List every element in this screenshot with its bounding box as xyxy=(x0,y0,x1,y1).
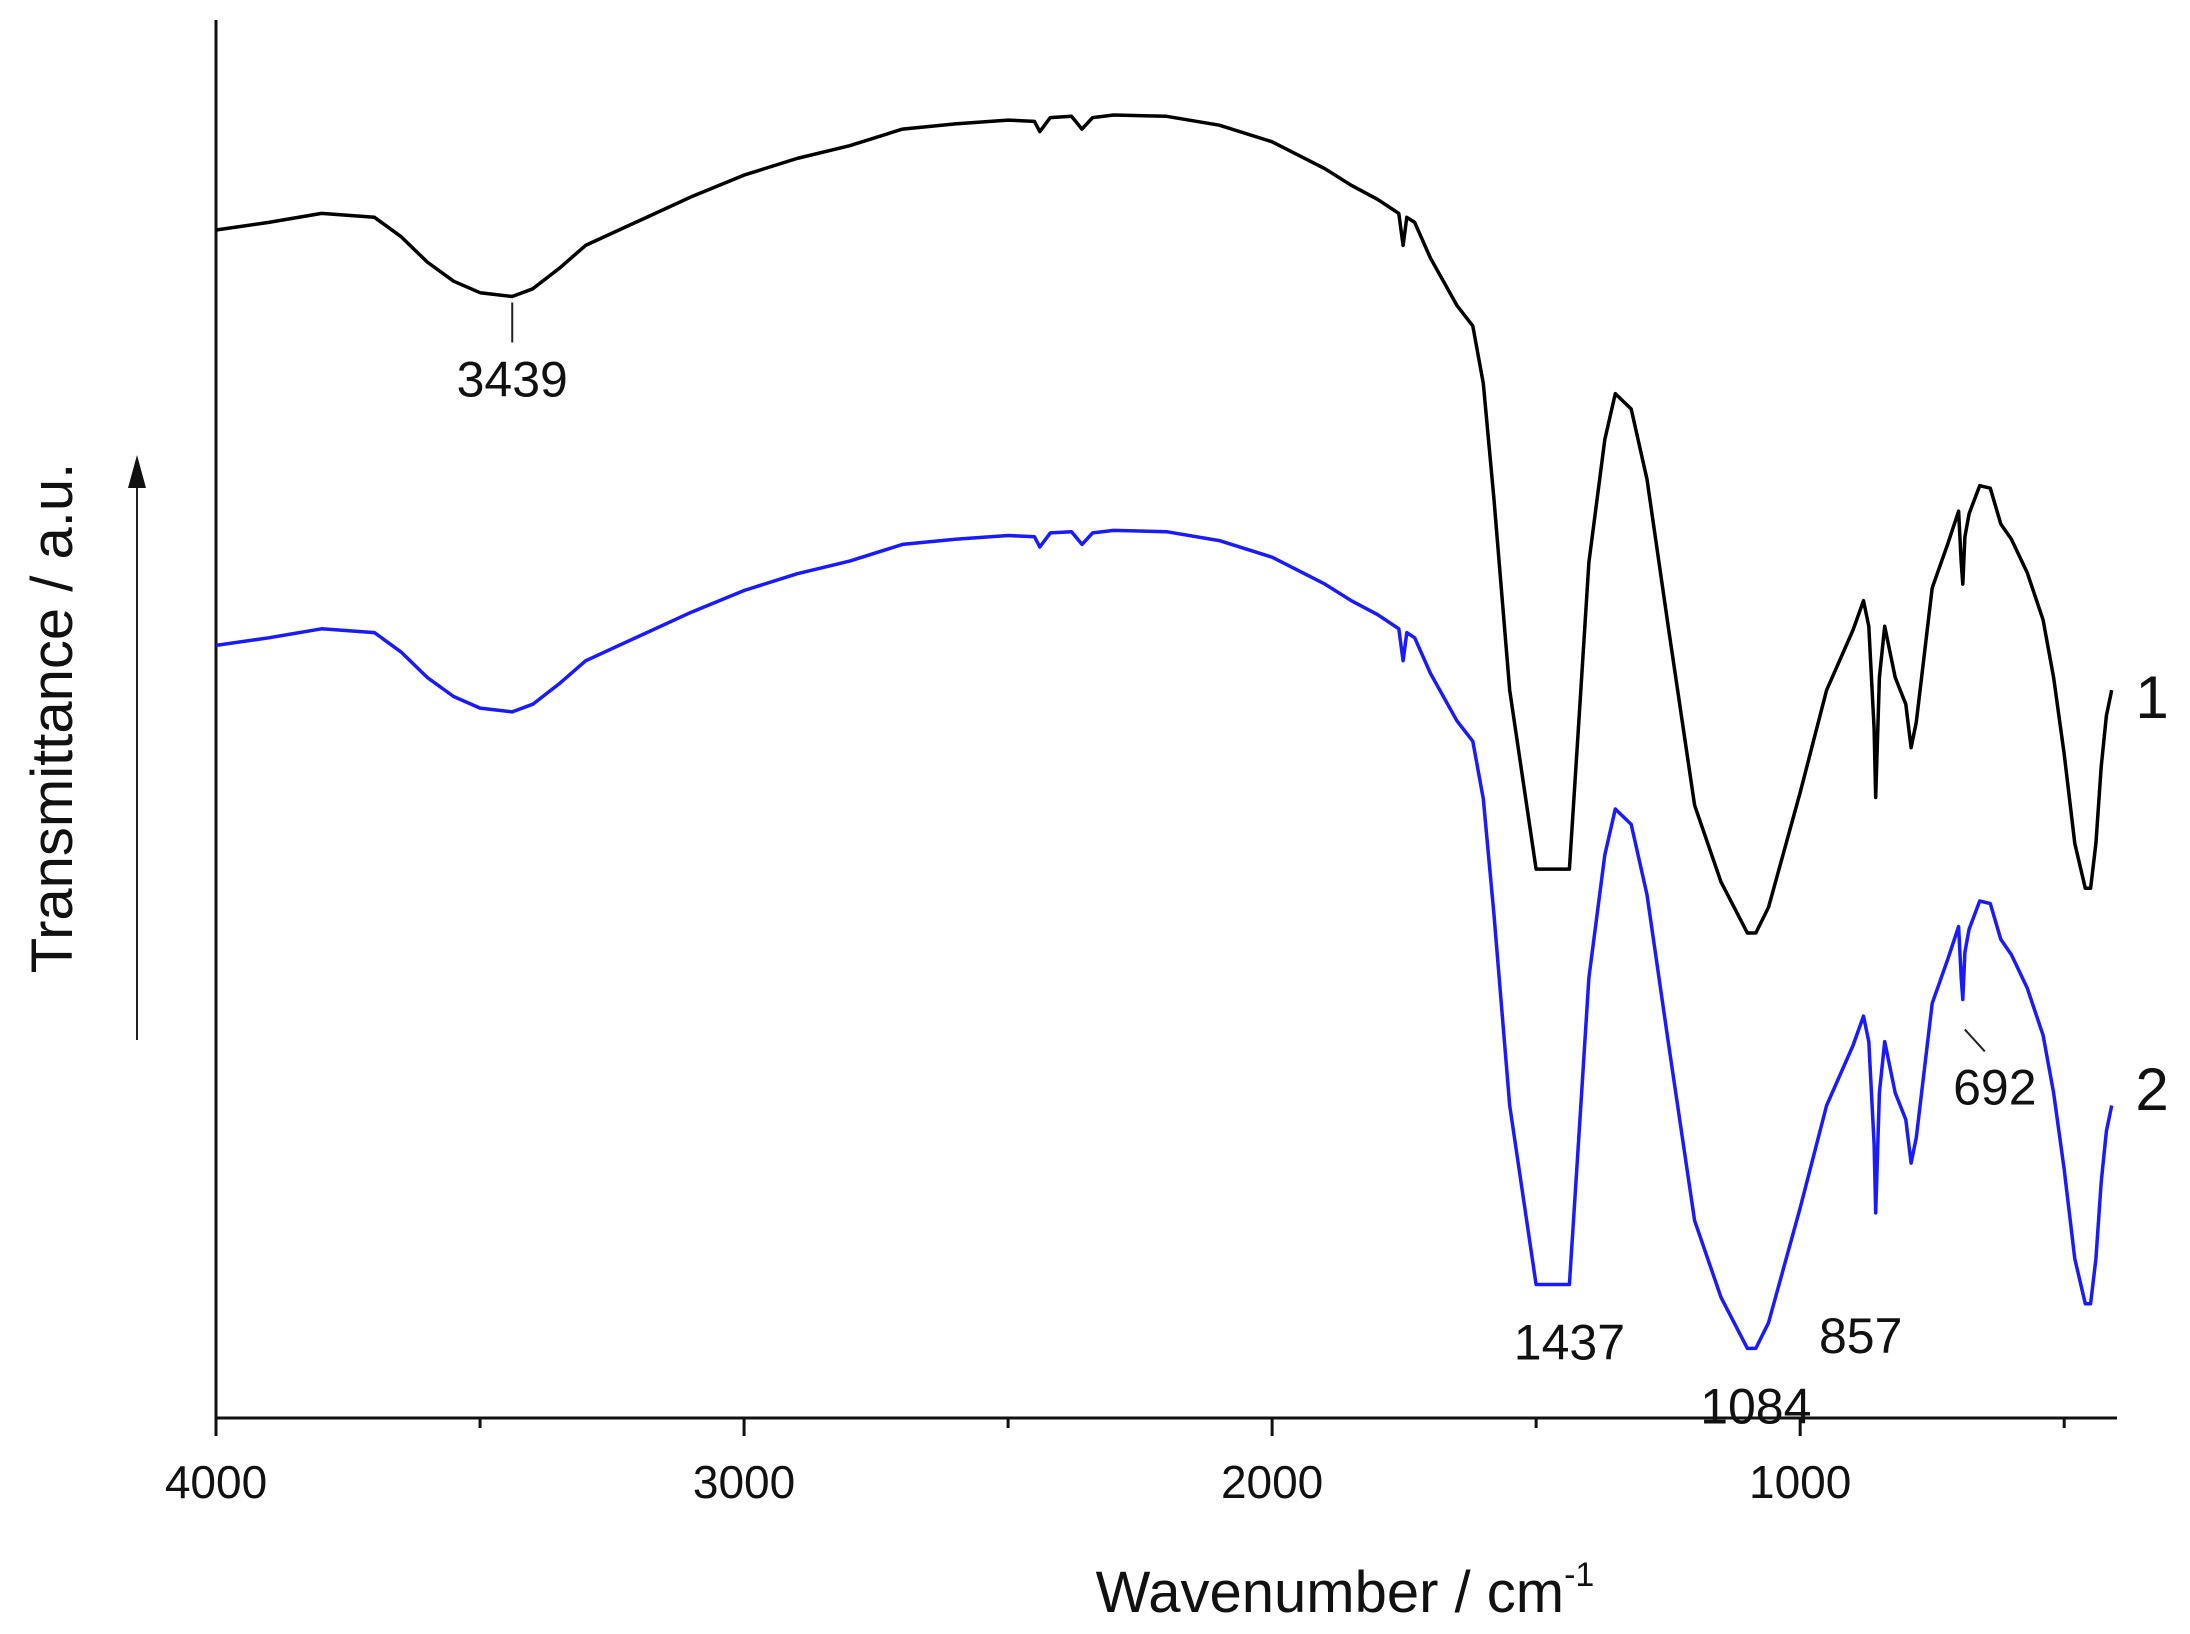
y-axis-arrowhead xyxy=(128,455,146,488)
x-tick-label: 2000 xyxy=(1221,1456,1323,1508)
annotation-1084: 1084 xyxy=(1700,1378,1811,1434)
annotation-leader-692 xyxy=(1964,1028,1986,1053)
series-label-1: 1 xyxy=(2135,664,2168,731)
series-group xyxy=(215,113,2114,1351)
annotation-1437: 1437 xyxy=(1514,1314,1625,1370)
x-ticks: 4000 3000 2000 1000 xyxy=(165,1418,2066,1508)
x-tick-label: 4000 xyxy=(165,1456,267,1508)
x-axis-title: Wavenumber / cm-1 xyxy=(1096,1556,1595,1625)
x-tick-label: 1000 xyxy=(1749,1456,1851,1508)
x-axis-title-main: Wavenumber / cm xyxy=(1096,1560,1564,1625)
series-line-2 xyxy=(215,528,2114,1351)
annotation-857: 857 xyxy=(1819,1308,1902,1364)
series-label-2: 2 xyxy=(2135,1056,2168,1123)
series-line-1 xyxy=(215,113,2114,935)
x-tick-label: 3000 xyxy=(693,1456,795,1508)
x-axis-title-superscript: -1 xyxy=(1564,1556,1594,1594)
y-axis-title: Transmittance / a.u. xyxy=(20,463,85,973)
annotation-3439: 3439 xyxy=(457,351,568,407)
annotation-692: 692 xyxy=(1953,1059,2036,1115)
